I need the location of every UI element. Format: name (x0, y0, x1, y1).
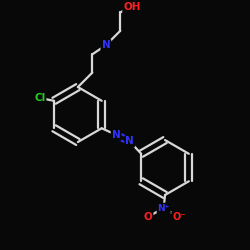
Text: N⁺: N⁺ (158, 204, 170, 212)
Text: N: N (125, 136, 134, 146)
Text: O: O (144, 212, 152, 222)
Text: N: N (102, 40, 110, 50)
Text: N: N (112, 130, 120, 140)
Text: OH: OH (123, 2, 141, 12)
Text: O⁻: O⁻ (172, 212, 186, 222)
Text: Cl: Cl (34, 93, 45, 103)
